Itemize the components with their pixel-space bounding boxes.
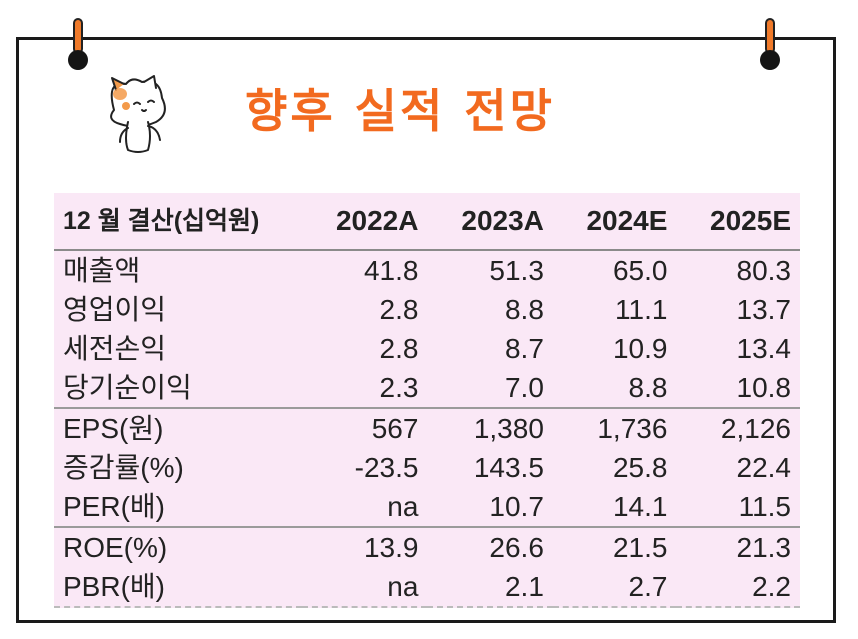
column-header: 12 월 결산(십억원) <box>54 193 302 251</box>
table-row: 영업이익 2.8 8.8 11.1 13.7 <box>54 290 800 329</box>
page-title: 향후 실적 전망 <box>245 84 555 138</box>
pin-icon <box>66 18 90 70</box>
table-cell: 8.8 <box>628 371 668 403</box>
financial-forecast-table: 12 월 결산(십억원) 2022A 2023A 2024E 2025E 매출액… <box>54 193 800 608</box>
table-row: 증감률(%) -23.5 143.5 25.8 22.4 <box>54 448 800 487</box>
row-label: 당기순이익 <box>63 371 192 403</box>
table-cell: 21.3 <box>676 526 800 567</box>
table-row: EPS(원) 567 1,380 1,736 2,126 <box>54 407 800 448</box>
table-cell: 26.6 <box>427 526 553 567</box>
table-cell: 21.5 <box>552 526 677 567</box>
table-cell: 80.3 <box>736 254 792 286</box>
row-label: ROE(%) <box>54 526 302 567</box>
row-label: 매출액 <box>63 254 141 286</box>
table-cell: 11.1 <box>615 293 668 325</box>
pin-icon <box>758 18 782 70</box>
table-cell: 10.8 <box>736 371 792 403</box>
row-label: 증감률(%) <box>63 451 184 483</box>
table-cell: 567 <box>302 407 428 448</box>
table-row: 매출액 41.8 51.3 65.0 80.3 <box>54 250 800 290</box>
table-cell: 1,380 <box>427 407 553 448</box>
table-cell: 2.3 <box>379 371 419 403</box>
table-cell: 13.7 <box>736 293 792 325</box>
cat-mascot-icon <box>110 75 166 153</box>
table-cell: 8.8 <box>504 293 544 325</box>
table-cell: 2.8 <box>379 332 419 364</box>
table-row: 세전손익 2.8 8.7 10.9 13.4 <box>54 329 800 368</box>
table-cell: 2.8 <box>379 293 419 325</box>
table-cell: 25.8 <box>612 451 668 483</box>
table-row: ROE(%) 13.9 26.6 21.5 21.3 <box>54 526 800 567</box>
column-header: 2024E <box>552 193 677 251</box>
table-cell: na <box>387 490 419 522</box>
column-header: 2023A <box>427 193 553 251</box>
row-label: 영업이익 <box>63 293 167 325</box>
table-cell: 11.5 <box>738 490 791 522</box>
table-cell: 13.9 <box>302 526 428 567</box>
table-cell: 65.0 <box>612 254 668 286</box>
table-row: 당기순이익 2.3 7.0 8.8 10.8 <box>54 368 800 408</box>
table-header-row: 12 월 결산(십억원) 2022A 2023A 2024E 2025E <box>54 193 800 251</box>
table-cell: -23.5 <box>354 451 419 483</box>
table-cell: 10.7 <box>489 490 544 522</box>
row-label: EPS(원) <box>54 407 302 448</box>
table-cell: 2.1 <box>427 567 553 608</box>
table-row: PBR(배) na 2.1 2.7 2.2 <box>54 567 800 608</box>
table-cell: 2,126 <box>676 407 800 448</box>
table-cell: 51.3 <box>489 254 544 286</box>
table-row: PER(배) na 10.7 14.1 11.5 <box>54 487 800 527</box>
row-label: PER(배) <box>63 490 165 522</box>
table-cell: na <box>302 567 428 608</box>
table-cell: 8.7 <box>504 332 544 364</box>
row-label: 세전손익 <box>63 332 167 364</box>
table-cell: 41.8 <box>363 254 419 286</box>
table-cell: 14.1 <box>612 490 668 522</box>
row-label: PBR(배) <box>54 567 302 608</box>
table-cell: 22.4 <box>736 451 792 483</box>
table-cell: 13.4 <box>736 332 792 364</box>
column-header: 2022A <box>302 193 428 251</box>
column-header: 2025E <box>676 193 800 251</box>
table-cell: 2.7 <box>552 567 677 608</box>
table-cell: 1,736 <box>552 407 677 448</box>
table-cell: 10.9 <box>612 332 668 364</box>
table-cell: 143.5 <box>473 451 544 483</box>
table-cell: 2.2 <box>676 567 800 608</box>
table-cell: 7.0 <box>504 371 544 403</box>
